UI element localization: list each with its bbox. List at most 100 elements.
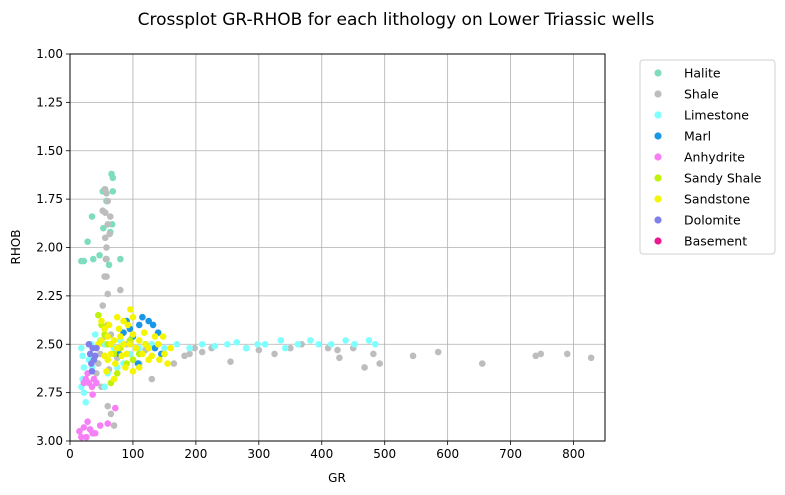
sandstone-point bbox=[129, 368, 137, 375]
legend-label-anhydrite: Anhydrite bbox=[684, 150, 745, 165]
shale-point bbox=[361, 364, 368, 371]
limestone-point bbox=[198, 340, 206, 348]
y-tick-label: 1.00 bbox=[36, 47, 63, 61]
legend-label-limestone: Limestone bbox=[684, 108, 749, 123]
shale-point bbox=[376, 360, 383, 367]
legend-marker-halite bbox=[654, 69, 662, 77]
shale-point bbox=[255, 346, 263, 354]
limestone-point bbox=[161, 344, 168, 352]
legend-label-sandstone: Sandstone bbox=[684, 192, 750, 207]
sandstone-point bbox=[154, 340, 162, 348]
anhydrite-point bbox=[80, 424, 88, 431]
limestone-point bbox=[224, 340, 231, 348]
points-layer bbox=[76, 170, 595, 441]
marl-point bbox=[149, 321, 157, 329]
legend-frame bbox=[639, 59, 776, 255]
shale-point bbox=[107, 410, 115, 418]
limestone-point bbox=[80, 364, 88, 371]
y-tick-label: 1.75 bbox=[36, 192, 63, 206]
limestone-point bbox=[294, 340, 302, 348]
shale-point bbox=[227, 358, 234, 365]
sandstone-point bbox=[120, 317, 127, 325]
shale-point bbox=[101, 209, 109, 216]
shale-point bbox=[103, 190, 110, 197]
legend-label-shale: Shale bbox=[684, 87, 719, 102]
shale-point bbox=[532, 352, 540, 360]
shale-point bbox=[537, 350, 545, 358]
limestone-point bbox=[281, 344, 289, 352]
shale-point bbox=[286, 344, 294, 352]
sandstone-point bbox=[110, 375, 118, 383]
anhydrite-point bbox=[88, 383, 96, 391]
sandstone-point bbox=[167, 344, 175, 352]
x-axis: 0 100 200 300 400 500 600 700 800 bbox=[66, 441, 585, 461]
anhydrite-point bbox=[89, 391, 96, 398]
shale-point bbox=[170, 360, 178, 367]
limestone-point bbox=[315, 340, 322, 348]
shale-point bbox=[101, 234, 109, 242]
halite-point bbox=[89, 255, 97, 263]
marl-point bbox=[139, 313, 146, 321]
halite-point bbox=[117, 255, 124, 263]
limestone-point bbox=[277, 337, 285, 344]
limestone-point bbox=[79, 352, 86, 360]
halite-point bbox=[84, 238, 91, 245]
sandstone-point bbox=[113, 344, 121, 352]
halite-point bbox=[80, 257, 88, 265]
shale-point bbox=[587, 354, 595, 362]
marl-point bbox=[135, 321, 143, 329]
legend: Halite Shale Limestone Marl Anhydrite Sandy S… bbox=[639, 59, 776, 255]
sandstone-point bbox=[118, 352, 125, 360]
halite-point bbox=[105, 261, 113, 269]
sandstone-point bbox=[107, 350, 115, 358]
shale-point bbox=[102, 255, 110, 263]
halite-point bbox=[109, 188, 117, 195]
halite-point bbox=[88, 213, 96, 220]
sandstone-point bbox=[127, 306, 134, 313]
y-tick-label: 2.50 bbox=[36, 337, 63, 351]
limestone-point bbox=[351, 340, 358, 348]
shale-point bbox=[478, 360, 486, 367]
y-tick-label: 1.50 bbox=[36, 144, 63, 158]
legend-marker-sandy-shale bbox=[654, 174, 662, 182]
sandstone-point bbox=[135, 337, 143, 344]
halite-point bbox=[96, 251, 103, 259]
legend-label-dolomite: Dolomite bbox=[684, 213, 741, 228]
legend-marker-shale bbox=[654, 90, 662, 98]
limestone-point bbox=[82, 399, 90, 406]
shale-point bbox=[104, 220, 112, 228]
sandstone-point bbox=[161, 350, 168, 358]
sandstone-point bbox=[103, 368, 110, 375]
limestone-point bbox=[261, 340, 269, 348]
sandstone-point bbox=[101, 352, 108, 360]
sandstone-point bbox=[98, 317, 105, 325]
anhydrite-point bbox=[112, 404, 119, 412]
anhydrite-point bbox=[91, 429, 99, 437]
sandy-shale-point bbox=[129, 356, 137, 364]
shale-point bbox=[563, 350, 571, 358]
shale-point bbox=[409, 352, 417, 360]
x-tick-label: 700 bbox=[499, 447, 522, 461]
sandstone-point bbox=[113, 313, 121, 321]
sandstone-point bbox=[145, 356, 152, 364]
shale-point bbox=[104, 402, 112, 410]
limestone-point bbox=[342, 337, 349, 344]
dolomite-point bbox=[93, 344, 100, 352]
x-tick-label: 800 bbox=[562, 447, 585, 461]
anhydrite-point bbox=[80, 379, 88, 387]
legend-marker-dolomite bbox=[654, 216, 662, 224]
limestone-point bbox=[371, 340, 379, 348]
sandstone-point bbox=[117, 333, 124, 340]
limestone-point bbox=[173, 340, 181, 348]
anhydrite-point bbox=[93, 379, 100, 387]
halite-point bbox=[109, 174, 117, 182]
sandstone-point bbox=[110, 337, 118, 344]
sandstone-point bbox=[124, 321, 132, 329]
limestone-point bbox=[327, 340, 335, 348]
sandstone-point bbox=[135, 364, 143, 371]
sandstone-point bbox=[104, 333, 112, 340]
sandstone-point bbox=[151, 333, 159, 340]
x-tick-label: 600 bbox=[436, 447, 459, 461]
sandstone-point bbox=[145, 344, 152, 352]
